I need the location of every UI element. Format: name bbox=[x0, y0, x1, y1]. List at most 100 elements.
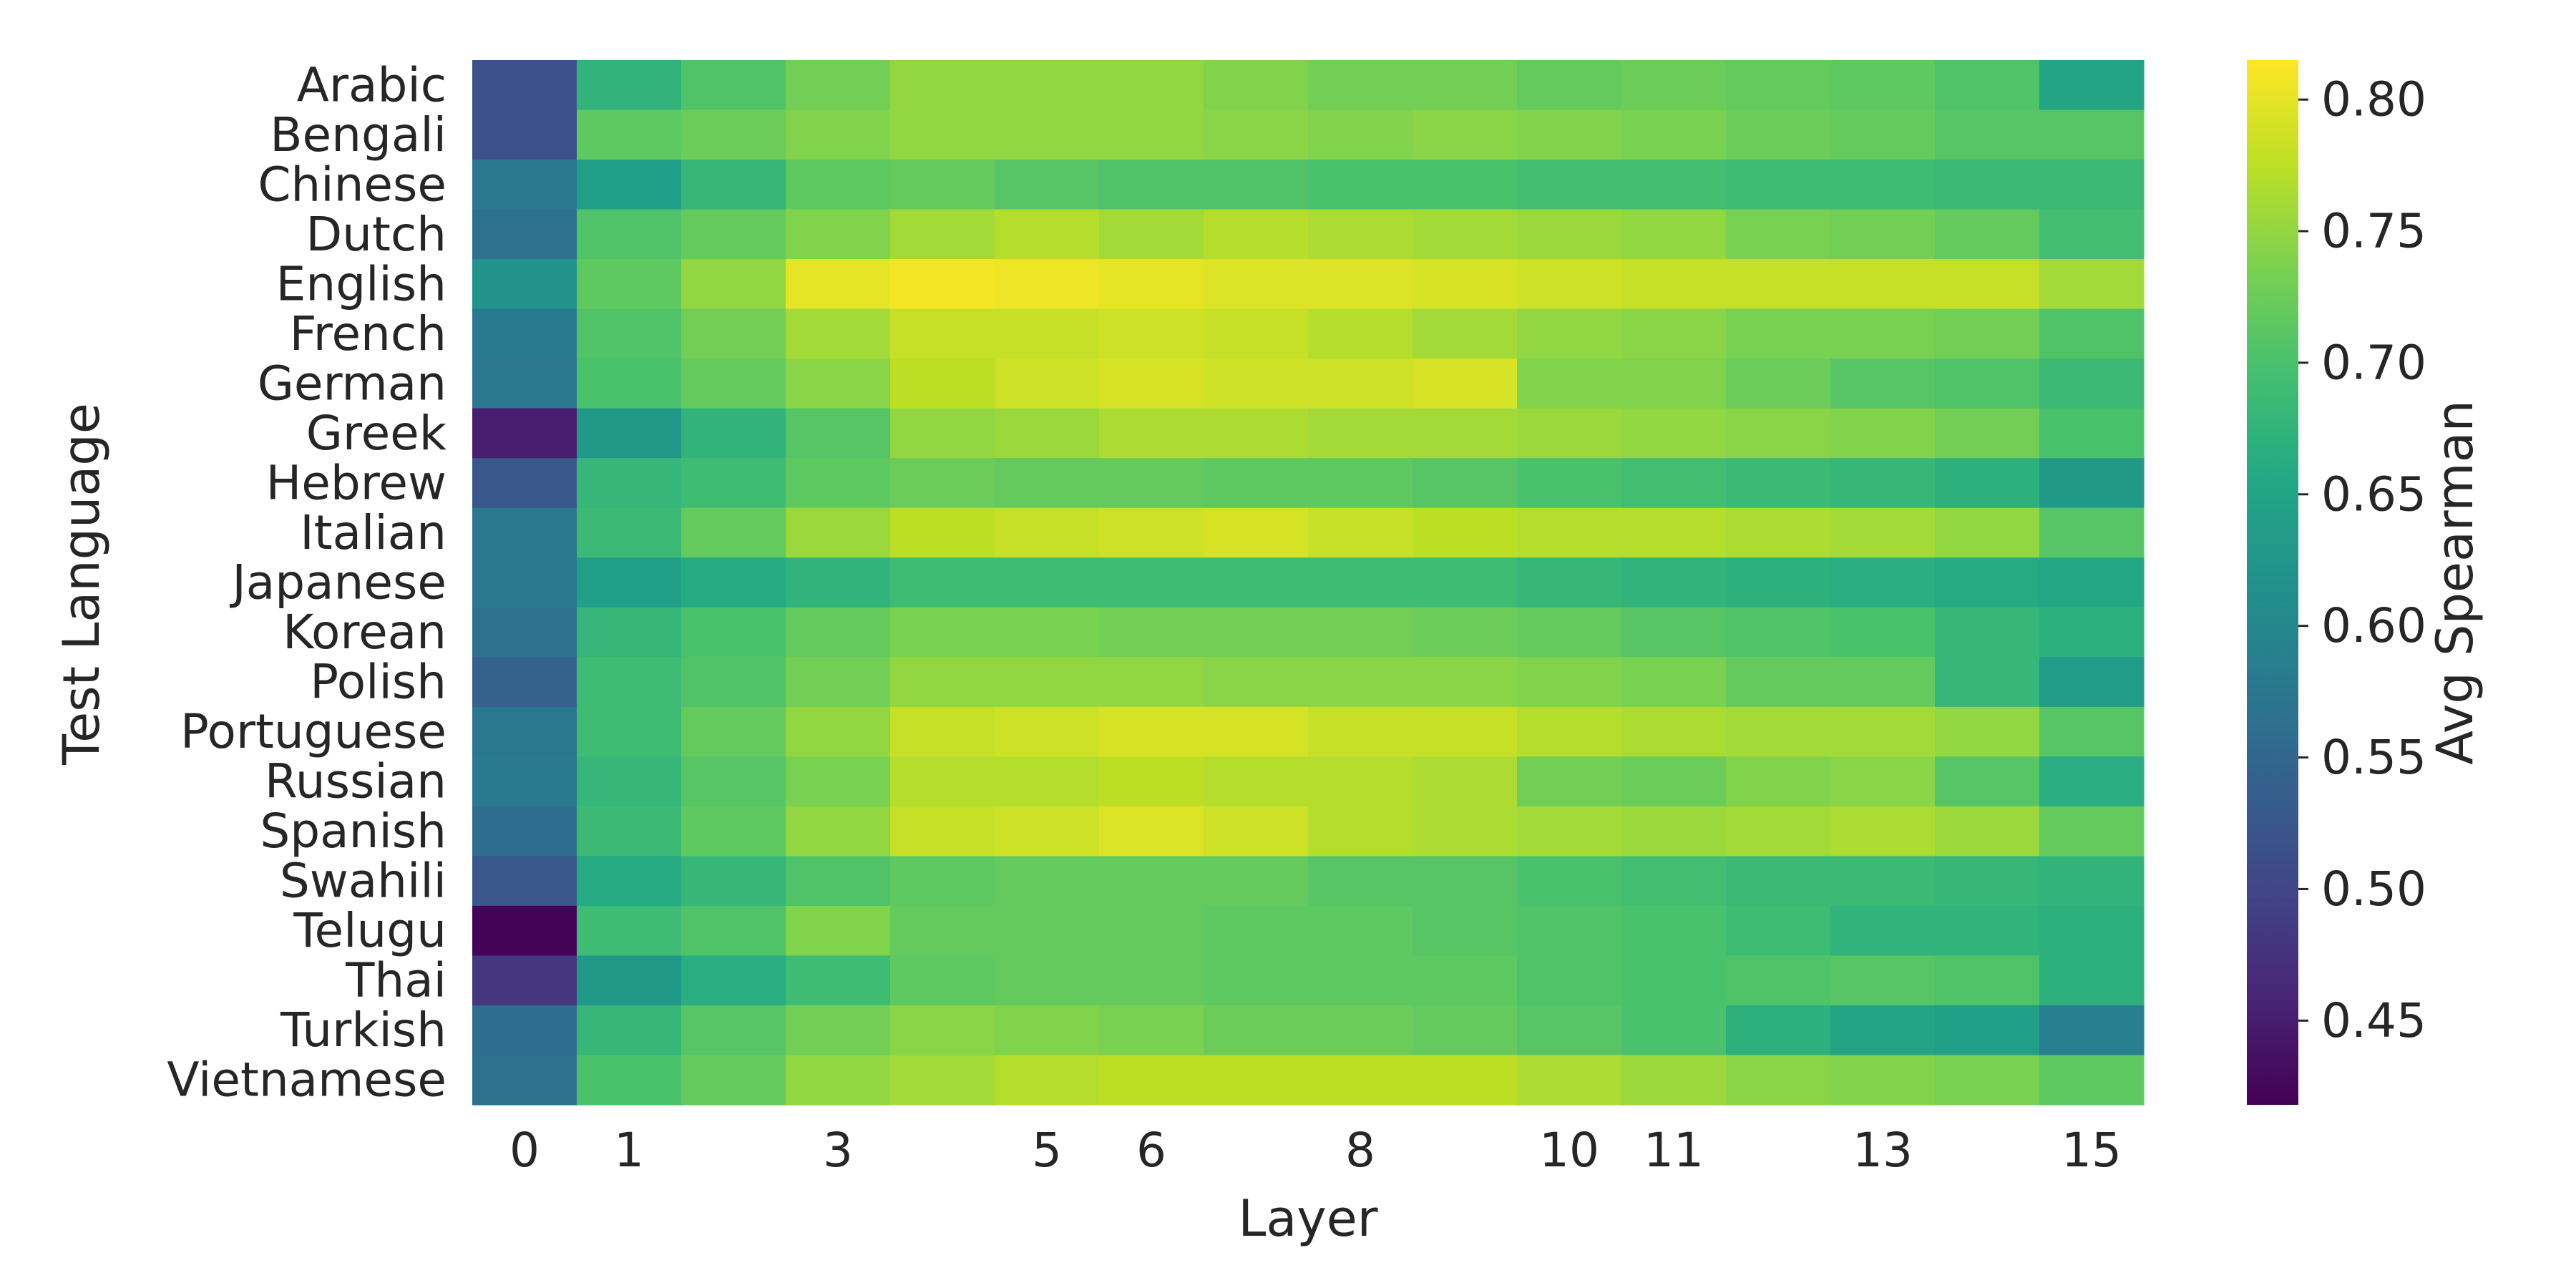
heatmap-cell bbox=[1099, 1005, 1204, 1056]
heatmap-cell bbox=[1726, 507, 1831, 558]
heatmap-cell bbox=[472, 209, 577, 260]
heatmap-cell bbox=[890, 1055, 995, 1106]
heatmap-cell bbox=[1726, 60, 1831, 111]
heatmap-cell bbox=[1935, 259, 2040, 310]
heatmap-cell bbox=[1308, 160, 1413, 210]
heatmap-cell bbox=[2039, 657, 2145, 708]
heatmap-cell bbox=[577, 1055, 682, 1106]
heatmap-cell bbox=[1204, 1005, 1309, 1056]
heatmap-cell bbox=[995, 1055, 1100, 1106]
heatmap-cell bbox=[577, 160, 682, 210]
heatmap-cell bbox=[1099, 1055, 1204, 1106]
heatmap-cell bbox=[2039, 308, 2145, 359]
heatmap-cell bbox=[1621, 1055, 1727, 1106]
heatmap-cell bbox=[890, 856, 995, 907]
heatmap-cell bbox=[1204, 209, 1309, 260]
x-tick-label: 13 bbox=[1853, 1123, 1913, 1178]
heatmap-cell bbox=[1517, 507, 1622, 558]
heatmap-cell bbox=[1413, 756, 1518, 807]
y-tick-label: Italian bbox=[300, 505, 447, 560]
heatmap-cell bbox=[577, 358, 682, 409]
heatmap-cell bbox=[1308, 905, 1413, 957]
heatmap-cell bbox=[681, 706, 786, 757]
heatmap-cell bbox=[1308, 856, 1413, 907]
heatmap-cell bbox=[1099, 458, 1204, 509]
heatmap-cell bbox=[786, 706, 891, 757]
heatmap-cell bbox=[472, 706, 577, 757]
heatmap-cell bbox=[1413, 806, 1518, 857]
colorbar-tick-label: 0.70 bbox=[2321, 335, 2426, 390]
x-axis-title: Layer bbox=[1238, 1189, 1377, 1248]
heatmap-cell bbox=[1517, 706, 1622, 757]
heatmap-cell bbox=[890, 507, 995, 558]
heatmap-cell bbox=[1621, 756, 1727, 807]
colorbar bbox=[2247, 60, 2298, 1105]
heatmap-cell bbox=[472, 60, 577, 111]
heatmap-cell bbox=[786, 358, 891, 409]
y-tick-label: Hebrew bbox=[266, 455, 447, 510]
heatmap-cell bbox=[1517, 308, 1622, 359]
heatmap-cell bbox=[1517, 209, 1622, 260]
heatmap-cell bbox=[786, 557, 891, 608]
heatmap-cell bbox=[1830, 607, 1936, 658]
heatmap-cell bbox=[890, 160, 995, 210]
heatmap-cell bbox=[2039, 955, 2145, 1006]
heatmap-cell bbox=[1517, 856, 1622, 907]
heatmap-cell bbox=[1517, 557, 1622, 608]
heatmap-cell bbox=[1935, 160, 2040, 210]
heatmap-cell bbox=[1413, 1005, 1518, 1056]
heatmap-cell bbox=[995, 607, 1100, 658]
heatmap-cell bbox=[995, 806, 1100, 857]
heatmap-cell bbox=[1935, 60, 2040, 111]
heatmap-cell bbox=[786, 856, 891, 907]
y-tick-label: Portuguese bbox=[180, 704, 447, 759]
heatmap-cell bbox=[1099, 607, 1204, 658]
heatmap-cell bbox=[995, 1005, 1100, 1056]
heatmap-cell bbox=[577, 607, 682, 658]
heatmap-cell bbox=[1204, 507, 1309, 558]
heatmap-cell bbox=[1726, 408, 1831, 459]
heatmap-cell bbox=[1413, 856, 1518, 907]
heatmap-cell bbox=[890, 408, 995, 459]
heatmap-cell bbox=[1204, 1055, 1309, 1106]
heatmap-cell bbox=[890, 209, 995, 260]
heatmap-cell bbox=[1204, 756, 1309, 807]
y-axis-title: Test Language bbox=[52, 403, 111, 766]
heatmap-cell bbox=[1621, 458, 1727, 509]
heatmap-cell bbox=[1830, 507, 1936, 558]
heatmap-cell bbox=[890, 358, 995, 409]
heatmap-cell bbox=[1726, 160, 1831, 210]
heatmap-cell bbox=[1204, 458, 1309, 509]
heatmap-cell bbox=[1621, 408, 1727, 459]
heatmap-cell bbox=[995, 60, 1100, 111]
heatmap-cell bbox=[1099, 259, 1204, 310]
heatmap-cell bbox=[1204, 557, 1309, 608]
heatmap-cell bbox=[1204, 657, 1309, 708]
heatmap-cell bbox=[1517, 109, 1622, 160]
heatmap-cell bbox=[1099, 160, 1204, 210]
heatmap-cell bbox=[472, 756, 577, 807]
heatmap-cell bbox=[1935, 557, 2040, 608]
heatmap-cell bbox=[1413, 259, 1518, 310]
heatmap-cell bbox=[786, 160, 891, 210]
heatmap-cell bbox=[2039, 160, 2145, 210]
heatmap-cell bbox=[1726, 706, 1831, 757]
heatmap-cell bbox=[1204, 607, 1309, 658]
heatmap-cell bbox=[1413, 905, 1518, 957]
heatmap-cell bbox=[1935, 458, 2040, 509]
heatmap-cell bbox=[1830, 657, 1936, 708]
heatmap-cell bbox=[890, 607, 995, 658]
heatmap-cell bbox=[1935, 657, 2040, 708]
heatmap-cell bbox=[1621, 1005, 1727, 1056]
heatmap-cell bbox=[577, 60, 682, 111]
heatmap-cell bbox=[1413, 109, 1518, 160]
heatmap-cell bbox=[1204, 358, 1309, 409]
heatmap-cell bbox=[1935, 507, 2040, 558]
heatmap-cell bbox=[1621, 209, 1727, 260]
heatmap-cell bbox=[681, 1055, 786, 1106]
heatmap-cell bbox=[1726, 109, 1831, 160]
heatmap-cell bbox=[2039, 557, 2145, 608]
heatmap-cell bbox=[1726, 1005, 1831, 1056]
heatmap-cell bbox=[1413, 706, 1518, 757]
heatmap-cell bbox=[1308, 955, 1413, 1006]
